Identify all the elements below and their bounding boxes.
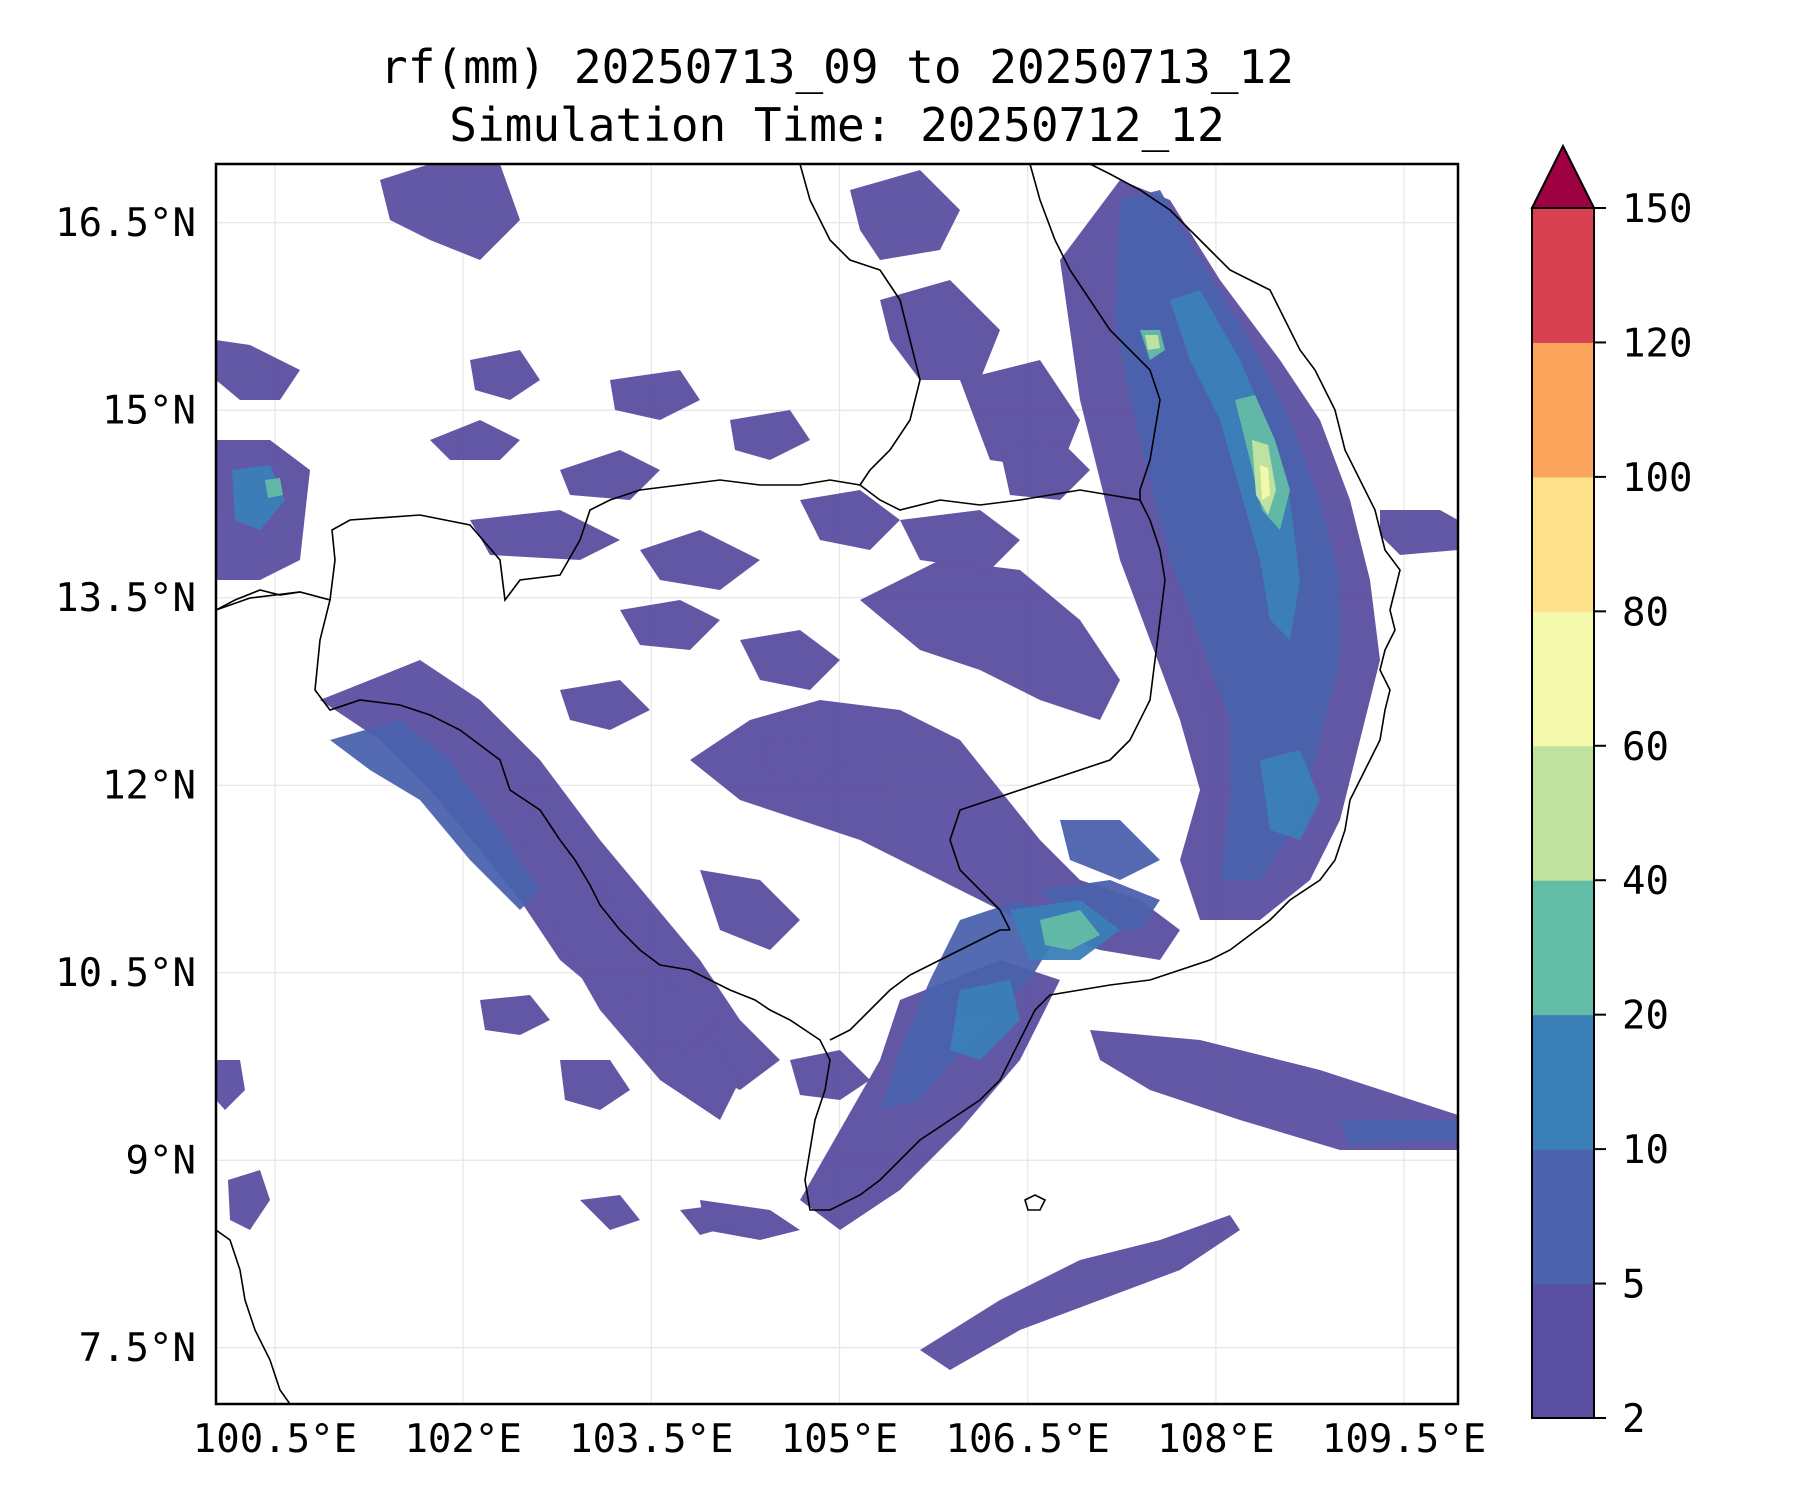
colorbar-extend-arrow xyxy=(1530,143,1596,209)
lat-tick-label: 7.5°N xyxy=(79,1326,196,1371)
lat-tick-label: 16.5°N xyxy=(55,201,196,246)
rain-band-peak xyxy=(1260,465,1270,500)
gulf-coastline xyxy=(216,164,1401,1211)
lon-tick-label: 105°E xyxy=(781,1417,898,1462)
lon-tick-label: 103.5°E xyxy=(569,1417,733,1462)
coastlines-borders xyxy=(216,164,1401,1404)
colorbar-segment xyxy=(1532,611,1594,747)
phu-quoc-island xyxy=(1024,1194,1047,1211)
lat-tick-label: 13.5°N xyxy=(55,576,196,621)
colorbar-level-label: 80 xyxy=(1622,590,1669,635)
mekong-border xyxy=(799,164,921,486)
colorbar-level-label: 20 xyxy=(1622,994,1669,1039)
lat-tick-label: 15°N xyxy=(102,388,196,433)
colorbar-segment xyxy=(1532,208,1594,343)
colorbar-level-label: 120 xyxy=(1622,321,1692,366)
lat-tick-label: 12°N xyxy=(102,763,196,808)
map-title: rf(mm) 20250713_09 to 20250713_12 Simula… xyxy=(216,38,1458,154)
lon-tick-label: 106.5°E xyxy=(946,1417,1110,1462)
rain-band-medium xyxy=(330,190,1458,1145)
lon-tick-label: 109.5°E xyxy=(1322,1417,1486,1462)
colorbar-level-label: 10 xyxy=(1622,1128,1669,1173)
thailand-myanmar-border xyxy=(216,589,301,611)
lat-tick-label: 9°N xyxy=(126,1138,196,1183)
colorbar-segment xyxy=(1532,880,1594,1016)
lat-tick-label: 10.5°N xyxy=(55,951,196,996)
lon-tick-label: 102°E xyxy=(404,1417,521,1462)
colorbar-level-label: 150 xyxy=(1622,187,1692,232)
laos-vietnam-border xyxy=(1029,164,1161,500)
colorbar-level-label: 100 xyxy=(1622,456,1692,501)
colorbar-level-label: 60 xyxy=(1622,725,1669,770)
colorbar-segments xyxy=(1530,143,1596,1419)
cambodia-thailand-border xyxy=(329,479,1166,931)
colorbar-ticks: 2 5 10 20 40 60 80 100 120 150 xyxy=(1594,187,1692,1442)
colorbar-level-label: 40 xyxy=(1622,859,1669,904)
colorbar-segment xyxy=(1532,342,1594,478)
colorbar-segment xyxy=(1532,1283,1594,1419)
map-frame xyxy=(214,162,1460,1406)
rainfall-field xyxy=(216,164,1458,1370)
peninsula-coastline xyxy=(216,1229,291,1404)
colorbar-level-label: 5 xyxy=(1622,1263,1645,1308)
colorbar-segment xyxy=(1532,476,1594,612)
title-variable-period: rf(mm) 20250713_09 to 20250713_12 xyxy=(380,40,1294,94)
lon-tick-label: 100.5°E xyxy=(193,1417,357,1462)
longitude-axis: 100.5°E 102°E 103.5°E 105°E 106.5°E 108°E 109.… xyxy=(193,1417,1486,1462)
lon-tick-label: 108°E xyxy=(1157,1417,1274,1462)
cambodia-vietnam-border xyxy=(829,929,1010,1041)
colorbar-segment xyxy=(1532,745,1594,881)
title-simulation-time: Simulation Time: 20250712_12 xyxy=(449,98,1225,152)
colorbar-segment xyxy=(1532,1149,1594,1285)
colorbar-level-label: 2 xyxy=(1622,1397,1645,1442)
colorbar-frame xyxy=(1531,207,1595,1419)
colorbar-segment xyxy=(1532,1014,1594,1150)
latitude-axis: 16.5°N 15°N 13.5°N 12°N 10.5°N 9°N 7.5°N xyxy=(55,201,196,1371)
